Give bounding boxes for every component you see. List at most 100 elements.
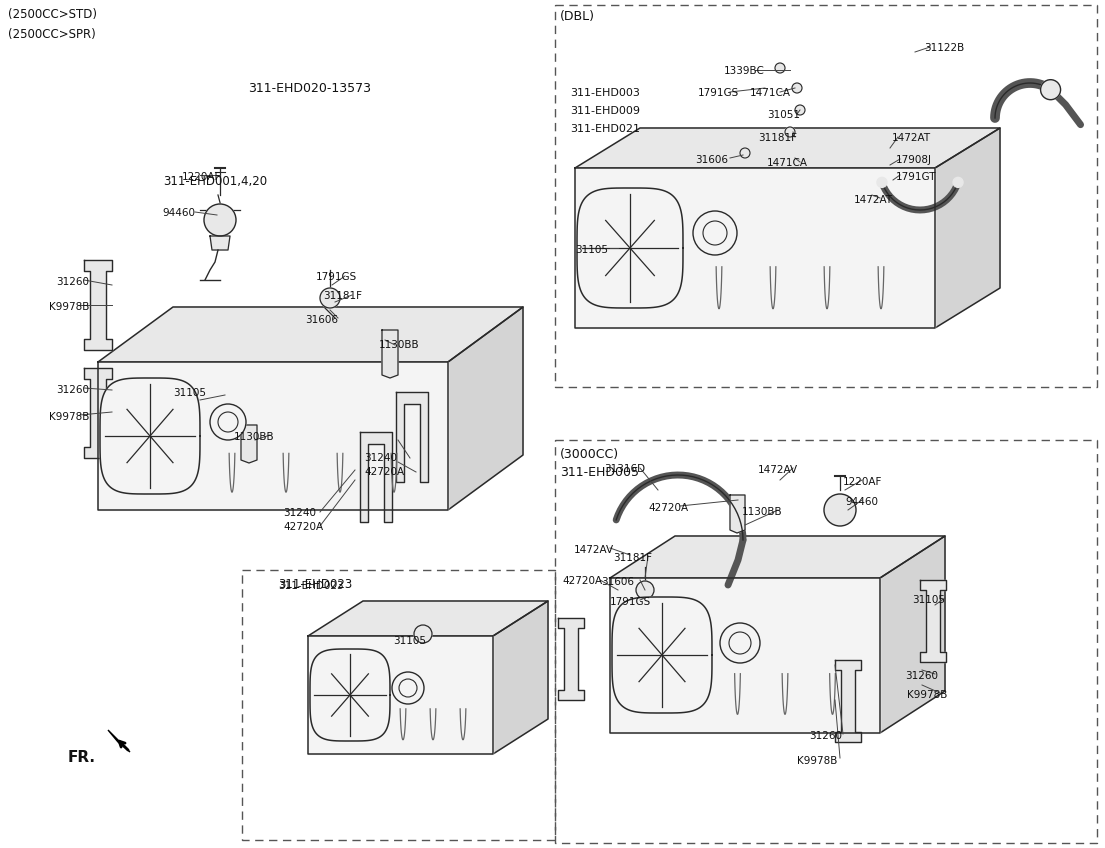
Text: K9978B: K9978B	[907, 690, 947, 700]
Text: 1130BB: 1130BB	[379, 340, 420, 350]
Text: 1339BC: 1339BC	[724, 66, 765, 76]
Text: 42720A: 42720A	[364, 467, 404, 477]
Polygon shape	[98, 307, 523, 362]
Polygon shape	[210, 236, 230, 250]
Text: 1471CA: 1471CA	[767, 158, 808, 168]
Text: 31240: 31240	[283, 508, 316, 518]
Text: 1472AV: 1472AV	[573, 545, 614, 555]
Polygon shape	[575, 128, 1000, 168]
Text: 1130BB: 1130BB	[234, 432, 275, 442]
Text: 94460: 94460	[845, 497, 878, 507]
Text: 31181F: 31181F	[758, 133, 797, 143]
Circle shape	[824, 494, 856, 526]
Polygon shape	[308, 601, 548, 636]
Text: 31260: 31260	[56, 385, 90, 395]
Text: 311-EHD001,4,20: 311-EHD001,4,20	[164, 175, 267, 188]
Text: 311-EHD023: 311-EHD023	[278, 578, 352, 591]
Polygon shape	[311, 649, 390, 741]
Text: 31260: 31260	[56, 277, 90, 287]
Circle shape	[204, 204, 236, 236]
Polygon shape	[308, 636, 493, 754]
Circle shape	[636, 581, 654, 599]
Text: 1791GS: 1791GS	[610, 597, 651, 607]
Polygon shape	[108, 730, 130, 752]
Circle shape	[210, 404, 246, 440]
Circle shape	[953, 177, 964, 187]
Text: 1220AF: 1220AF	[843, 477, 883, 487]
Circle shape	[414, 625, 432, 643]
Polygon shape	[935, 128, 1000, 328]
Polygon shape	[448, 307, 523, 510]
Polygon shape	[730, 495, 745, 533]
Polygon shape	[558, 618, 585, 700]
Text: 42720A: 42720A	[283, 522, 323, 532]
Text: 1220AF: 1220AF	[182, 172, 221, 182]
Text: K9978B: K9978B	[49, 302, 90, 312]
Polygon shape	[920, 580, 946, 662]
Circle shape	[320, 288, 340, 308]
Text: K9978B: K9978B	[49, 412, 90, 422]
Text: 31105: 31105	[575, 245, 608, 255]
Text: (2500CC>SPR): (2500CC>SPR)	[8, 28, 96, 41]
Text: 311-EHD021: 311-EHD021	[570, 124, 640, 134]
Polygon shape	[396, 392, 428, 482]
Circle shape	[792, 83, 802, 93]
Polygon shape	[610, 578, 880, 733]
Circle shape	[785, 127, 794, 137]
Polygon shape	[612, 597, 712, 713]
Circle shape	[1041, 80, 1061, 100]
Text: 31260: 31260	[905, 671, 938, 681]
Text: 1472AV: 1472AV	[758, 465, 798, 475]
Text: 311-EHD009: 311-EHD009	[570, 106, 640, 116]
Text: 1130BB: 1130BB	[741, 507, 782, 517]
Text: 311-EHD023: 311-EHD023	[278, 581, 344, 591]
Polygon shape	[575, 168, 935, 328]
Text: 42720A: 42720A	[648, 503, 688, 513]
Polygon shape	[84, 260, 112, 350]
Polygon shape	[101, 378, 200, 494]
Text: 31316D: 31316D	[604, 464, 645, 474]
Text: K9978B: K9978B	[797, 756, 838, 766]
Text: 31181F: 31181F	[613, 553, 652, 563]
Text: 1791GS: 1791GS	[316, 272, 357, 282]
Polygon shape	[577, 188, 683, 308]
Text: 42720A: 42720A	[562, 576, 602, 586]
Polygon shape	[360, 432, 392, 522]
Text: 31105: 31105	[393, 636, 427, 646]
Circle shape	[794, 105, 806, 115]
Text: 17908J: 17908J	[896, 155, 932, 165]
Polygon shape	[610, 536, 945, 578]
Text: 311-EHD005: 311-EHD005	[560, 466, 639, 479]
Text: 1472AT: 1472AT	[854, 195, 893, 205]
Circle shape	[740, 148, 750, 158]
Text: (2500CC>STD): (2500CC>STD)	[8, 8, 97, 21]
Ellipse shape	[632, 547, 912, 702]
Circle shape	[775, 63, 785, 73]
Polygon shape	[98, 362, 448, 510]
Polygon shape	[84, 368, 112, 458]
Text: 31606: 31606	[601, 577, 634, 587]
Text: 31105: 31105	[912, 595, 945, 605]
Text: 1471CA: 1471CA	[750, 88, 791, 98]
Text: FR.: FR.	[69, 750, 96, 765]
Text: (DBL): (DBL)	[560, 10, 594, 23]
Polygon shape	[493, 601, 548, 754]
Text: 31606: 31606	[305, 315, 338, 325]
Text: 1472AT: 1472AT	[892, 133, 932, 143]
Text: 1791GT: 1791GT	[896, 172, 937, 182]
Text: 1791GS: 1791GS	[698, 88, 739, 98]
Text: 31606: 31606	[695, 155, 728, 165]
Text: 94460: 94460	[162, 208, 194, 218]
Polygon shape	[880, 536, 945, 733]
Text: 31260: 31260	[809, 731, 842, 741]
Text: 31240: 31240	[364, 453, 397, 463]
Polygon shape	[241, 425, 257, 463]
Text: (3000CC): (3000CC)	[560, 448, 619, 461]
Polygon shape	[835, 660, 861, 742]
Polygon shape	[382, 330, 398, 378]
Text: 311-EHD020-13573: 311-EHD020-13573	[249, 82, 371, 95]
Circle shape	[392, 672, 424, 704]
Text: 31051: 31051	[767, 110, 800, 120]
Text: 311-EHD003: 311-EHD003	[570, 88, 640, 98]
Circle shape	[877, 177, 887, 187]
